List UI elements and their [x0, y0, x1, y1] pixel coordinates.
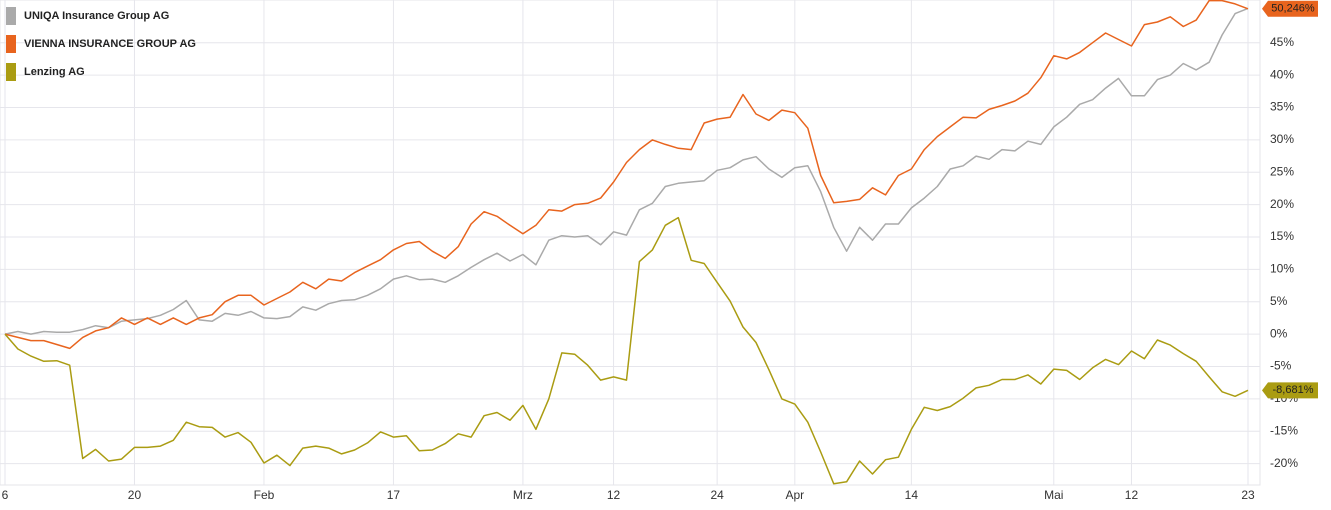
legend: UNIQA Insurance Group AG VIENNA INSURANCE… [6, 7, 196, 81]
y-tick-label: 15% [1270, 229, 1294, 243]
x-tick-label: 24 [710, 488, 724, 502]
x-tick-label: Apr [785, 488, 804, 502]
y-tick-label: 45% [1270, 35, 1294, 49]
y-tick-label: 30% [1270, 132, 1294, 146]
legend-label: VIENNA INSURANCE GROUP AG [24, 38, 196, 50]
legend-swatch [6, 7, 16, 25]
value-label: 50,246% [1271, 3, 1315, 15]
y-tick-label: -20% [1270, 456, 1298, 470]
x-tick-label: Feb [254, 488, 275, 502]
y-tick-label: 20% [1270, 197, 1294, 211]
x-tick-label: 20 [128, 488, 142, 502]
series-line [4, 0, 1249, 350]
x-tick-label: Mai [1044, 488, 1063, 502]
series-line [4, 7, 1249, 335]
x-tick-label: 17 [387, 488, 401, 502]
plot-area [0, 0, 1261, 486]
y-tick-label: 10% [1270, 262, 1294, 276]
x-tick-label: 12 [1125, 488, 1139, 502]
y-tick-label: -15% [1270, 423, 1298, 437]
y-tick-label: 40% [1270, 67, 1294, 81]
y-tick-label: 35% [1270, 100, 1294, 114]
value-label-badge [1262, 0, 1318, 17]
series-line [4, 216, 1249, 485]
value-label-badge [1262, 382, 1318, 399]
value-label: -8,681% [1273, 384, 1314, 396]
x-tick-label: 12 [607, 488, 621, 502]
legend-label: UNIQA Insurance Group AG [24, 10, 169, 22]
x-tick-label: 23 [1241, 488, 1255, 502]
legend-swatch [6, 35, 16, 53]
y-tick-label: 0% [1270, 326, 1288, 340]
legend-swatch [6, 63, 16, 81]
x-tick-label: 14 [905, 488, 919, 502]
x-tick-label: 6 [2, 488, 9, 502]
y-tick-label: 5% [1270, 294, 1288, 308]
y-tick-label: 25% [1270, 164, 1294, 178]
y-tick-label: -5% [1270, 359, 1292, 373]
x-tick-label: Mrz [513, 488, 533, 502]
legend-label: Lenzing AG [24, 66, 85, 78]
